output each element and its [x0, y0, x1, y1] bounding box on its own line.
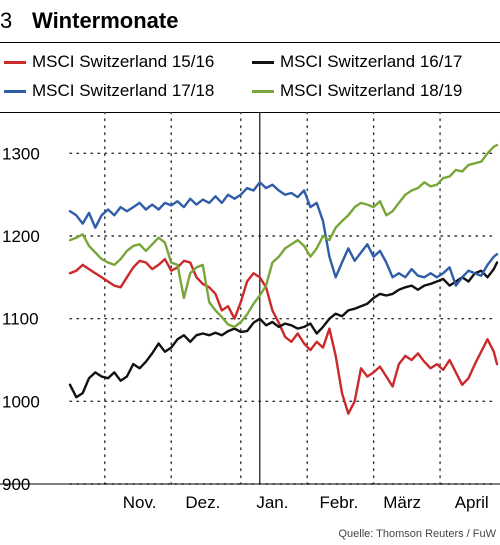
header-rule — [0, 42, 500, 43]
x-tick-label: Nov. — [123, 493, 157, 512]
legend-label: MSCI Switzerland 18/19 — [280, 81, 463, 100]
series-line-blue — [68, 181, 499, 287]
series-line-green — [68, 143, 499, 329]
y-tick-label: 1100 — [2, 310, 39, 329]
legend-swatch-black — [252, 61, 274, 65]
chart-header: 3 Wintermonate — [0, 6, 500, 34]
legend-label: MSCI Switzerland 17/18 — [32, 81, 215, 100]
x-tick-label: Jan. — [256, 493, 288, 512]
x-tick-label: Dez. — [185, 493, 220, 512]
x-tick-label: Febr. — [319, 493, 358, 512]
legend-rule — [0, 112, 500, 113]
legend-item-17-18: MSCI Switzerland 17/18 — [4, 81, 214, 101]
legend-label: MSCI Switzerland 16/17 — [280, 52, 463, 71]
legend-swatch-red — [4, 61, 26, 65]
chart-title: Wintermonate — [32, 8, 179, 33]
legend: MSCI Switzerland 15/16 MSCI Switzerland … — [0, 52, 500, 112]
series-line-red — [68, 257, 499, 415]
x-tick-label: April — [455, 493, 489, 512]
y-tick-label: 1000 — [2, 392, 40, 411]
source-note: Quelle: Thomson Reuters / FuW — [338, 528, 496, 540]
legend-item-15-16: MSCI Switzerland 15/16 — [4, 52, 214, 72]
legend-swatch-blue — [4, 90, 26, 94]
y-tick-label: 1300 — [2, 144, 40, 163]
series-line-black — [68, 261, 499, 399]
legend-label: MSCI Switzerland 15/16 — [32, 52, 215, 71]
legend-item-16-17: MSCI Switzerland 16/17 — [252, 52, 462, 72]
legend-swatch-green — [252, 90, 274, 94]
y-tick-label: 1200 — [2, 227, 40, 246]
x-tick-label: März — [383, 493, 421, 512]
legend-item-18-19: MSCI Switzerland 18/19 — [252, 81, 462, 101]
chart-number: 3 — [0, 8, 13, 33]
